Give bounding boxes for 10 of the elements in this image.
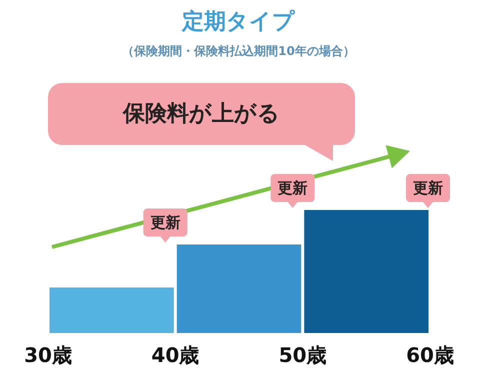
- chart-title: 定期タイプ: [181, 8, 295, 34]
- x-tick-label: 60歳: [406, 343, 454, 367]
- x-tick-label: 40歳: [151, 343, 200, 367]
- text: 保険料が上がる: [122, 102, 280, 126]
- chart-subtitle: （保険期間・保険料払込期間10年の場合）: [122, 44, 355, 58]
- text: 更新: [278, 179, 308, 197]
- text: 更新: [413, 179, 443, 197]
- annotation: 更新: [150, 213, 180, 232]
- x-tick-label: 30歳: [24, 343, 72, 367]
- x-tick-label: 50歳: [278, 343, 327, 367]
